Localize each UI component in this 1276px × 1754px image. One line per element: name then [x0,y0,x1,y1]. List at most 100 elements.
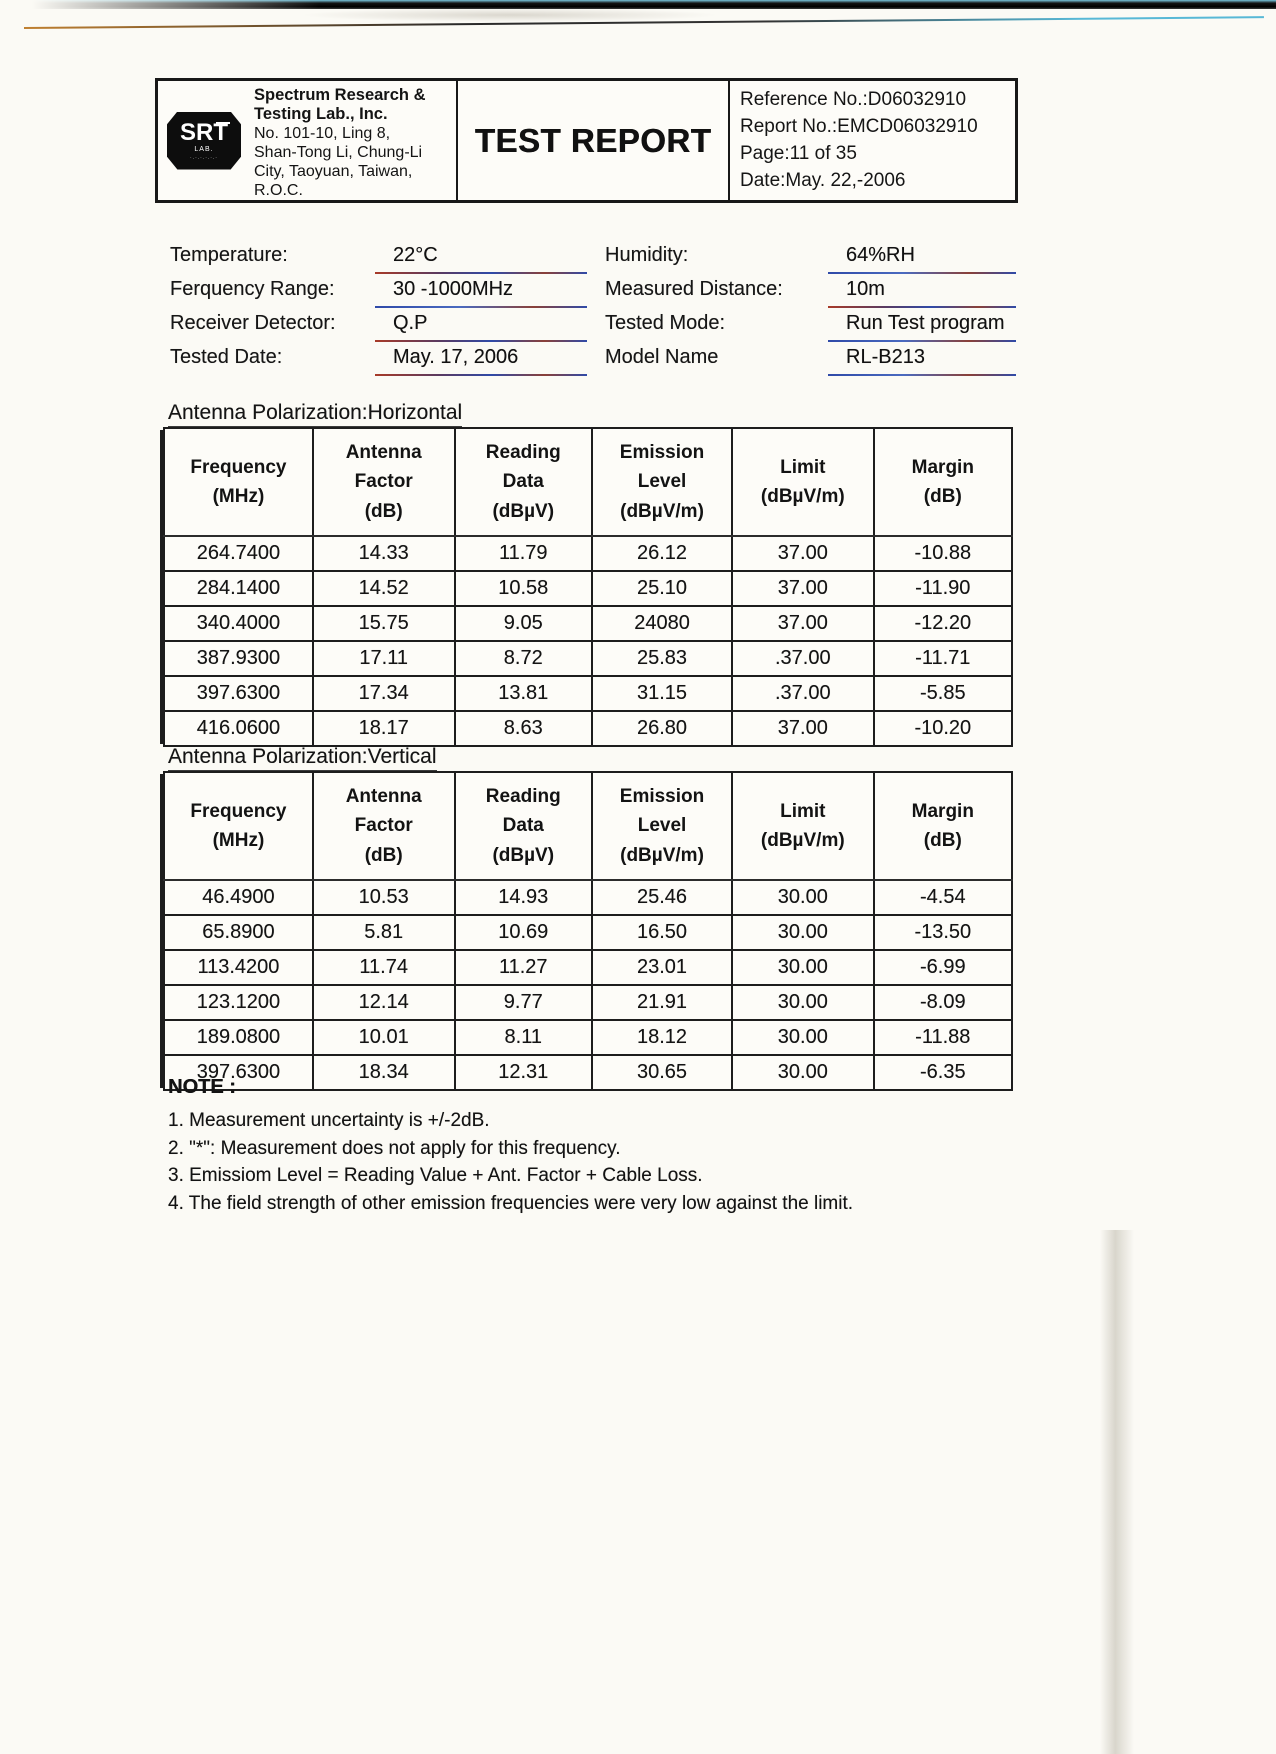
table-cell: 25.46 [591,879,733,917]
temperature-label: Temperature: [170,244,288,266]
table-cell: 30.00 [731,879,875,917]
logo-text: SRT [180,118,230,146]
company-name-line: Spectrum Research & [254,86,426,104]
table-row: 284.1400 14.52 10.58 25.10 37.00 -11.90 [163,570,1014,608]
company-address-line: No. 101-10, Ling 8, [254,124,391,142]
table-header-row: Frequency (MHz) Antenna Factor (dB) Readin… [163,426,1014,538]
page-number: Page:11 of 35 [740,142,857,164]
scan-artifact-top-fade [0,0,320,10]
logo-subtext: LAB. [194,145,214,153]
model-name-value-text: RL-B213 [846,346,925,368]
table-cell: 26.12 [591,535,733,573]
table-cell: -11.88 [872,1019,1014,1057]
receiver-detector-label: Receiver Detector: [170,312,336,334]
note-section: NOTE : 1. Measurement uncertainty is +/-… [168,1076,1018,1217]
table-cell: 8.11 [453,1019,594,1057]
table-cell: 189.0800 [163,1019,314,1057]
report-title: TEST REPORT [474,121,712,159]
column-header: Limit (dBµV/m) [731,770,875,882]
table-cell: 14.52 [311,570,456,608]
table-cell: 416.0600 [163,710,314,748]
header-info-column: Reference No.:D06032910 Report No.:EMCD0… [730,81,1015,200]
table-cell: -10.20 [872,710,1014,748]
table-row: 46.4900 10.53 14.93 25.46 30.00 -4.54 [163,879,1014,917]
column-header: Margin (dB) [872,770,1014,882]
table-cell: -10.88 [872,535,1014,573]
table-row: 123.1200 12.14 9.77 21.91 30.00 -8.09 [163,984,1014,1022]
table-cell: 12.14 [311,984,456,1022]
table-cell: -6.99 [872,949,1014,987]
table-cell: .37.00 [731,640,875,678]
table-cell: 10.53 [311,879,456,917]
table-cell: -6.35 [872,1054,1014,1092]
vertical-table-caption: Antenna Polarization:Vertical [168,745,437,772]
table-cell: 13.81 [453,675,594,713]
model-name-value: RL-B213 [828,344,1016,378]
table-cell: 21.91 [591,984,733,1022]
table-cell: 17.11 [311,640,456,678]
table-cell: 25.10 [591,570,733,608]
measured-distance-value: 10m [828,276,1016,310]
table-row: 113.4200 11.74 11.27 23.01 30.00 -6.99 [163,949,1014,987]
vertical-emissions-table: Frequency (MHz) Antenna Factor (dB) Readin… [163,770,1014,1092]
spacer [587,276,605,310]
table-cell: 30.00 [731,914,875,952]
receiver-detector-value-text: Q.P [393,312,428,334]
tested-date-label: Tested Date: [170,346,283,368]
table-cell: 65.8900 [163,914,314,952]
column-header: Margin (dB) [872,426,1014,538]
table-cell: 30.00 [731,1019,875,1057]
header-company-column: SRT LAB. ·.·.·.·.·.· Spectrum Research &… [158,81,458,200]
value-underline [828,339,1016,342]
table-cell: 26.80 [591,710,733,748]
table-cell: 31.15 [591,675,733,713]
table-cell: 37.00 [731,570,875,608]
scan-artifact-top-bar [28,0,1276,9]
value-underline [828,373,1016,376]
table-row: 189.0800 10.01 8.11 18.12 30.00 -11.88 [163,1019,1014,1057]
vertical-emissions-table-wrap: Frequency (MHz) Antenna Factor (dB) Readin… [163,770,1014,1092]
company-address: Spectrum Research & Testing Lab., Inc. N… [250,81,430,200]
spacer [587,242,605,276]
receiver-detector-value: Q.P [375,310,587,344]
table-cell: 9.05 [453,605,594,643]
table-cell: 18.34 [311,1054,456,1092]
table-cell: 340.4000 [163,605,314,643]
table-cell: -5.85 [872,675,1014,713]
note-item: 3. Emissiom Level = Reading Value + Ant.… [168,1165,703,1186]
horizontal-table-caption: Antenna Polarization:Horizontal [168,401,463,428]
report-header-box: SRT LAB. ·.·.·.·.·.· Spectrum Research &… [155,78,1018,203]
table-cell: 264.7400 [163,535,314,573]
column-header: Frequency (MHz) [163,770,314,882]
measured-distance-value-text: 10m [846,278,885,300]
column-header: Limit (dBµV/m) [731,426,875,538]
table-cell: 113.4200 [163,949,314,987]
logo-ticks: ·.·.·.·.·.· [190,154,218,161]
table-cell: 25.83 [591,640,733,678]
table-cell: 11.27 [453,949,594,987]
table-cell: 18.17 [311,710,456,748]
note-item: 4. The field strength of other emission … [168,1192,854,1214]
value-underline [828,271,1016,274]
reference-number: Reference No.:D06032910 [740,89,967,110]
table-cell: 30.65 [591,1054,733,1092]
report-date: Date:May. 22,-2006 [740,169,906,191]
test-conditions: Temperature: 22°C Humidity: 64%RH Ferque… [170,242,1016,378]
table-row: 397.6300 17.34 13.81 31.15.37.00 -5.85 [163,675,1014,713]
column-header: Antenna Factor (dB) [311,426,456,538]
tested-date-value: May. 17, 2006 [375,344,587,378]
table-cell: 14.93 [453,879,594,917]
table-cell: 387.9300 [163,640,314,678]
table-cell: -11.90 [872,570,1014,608]
note-item: 1. Measurement uncertainty is +/-2dB. [168,1110,490,1131]
value-underline [375,271,587,274]
column-header: Frequency (MHz) [163,426,314,538]
logo-container: SRT LAB. ·.·.·.·.·.· [158,81,250,200]
column-header: Reading Data (dBµV) [453,770,594,882]
table-cell: -11.71 [872,640,1014,678]
table-cell: 10.69 [453,914,594,952]
table-body: 264.7400 14.33 11.79 26.12 37.00 -10.88 284.14… [163,535,1014,748]
scan-artifact-smudge [300,8,720,22]
table-cell: 15.75 [311,605,456,643]
